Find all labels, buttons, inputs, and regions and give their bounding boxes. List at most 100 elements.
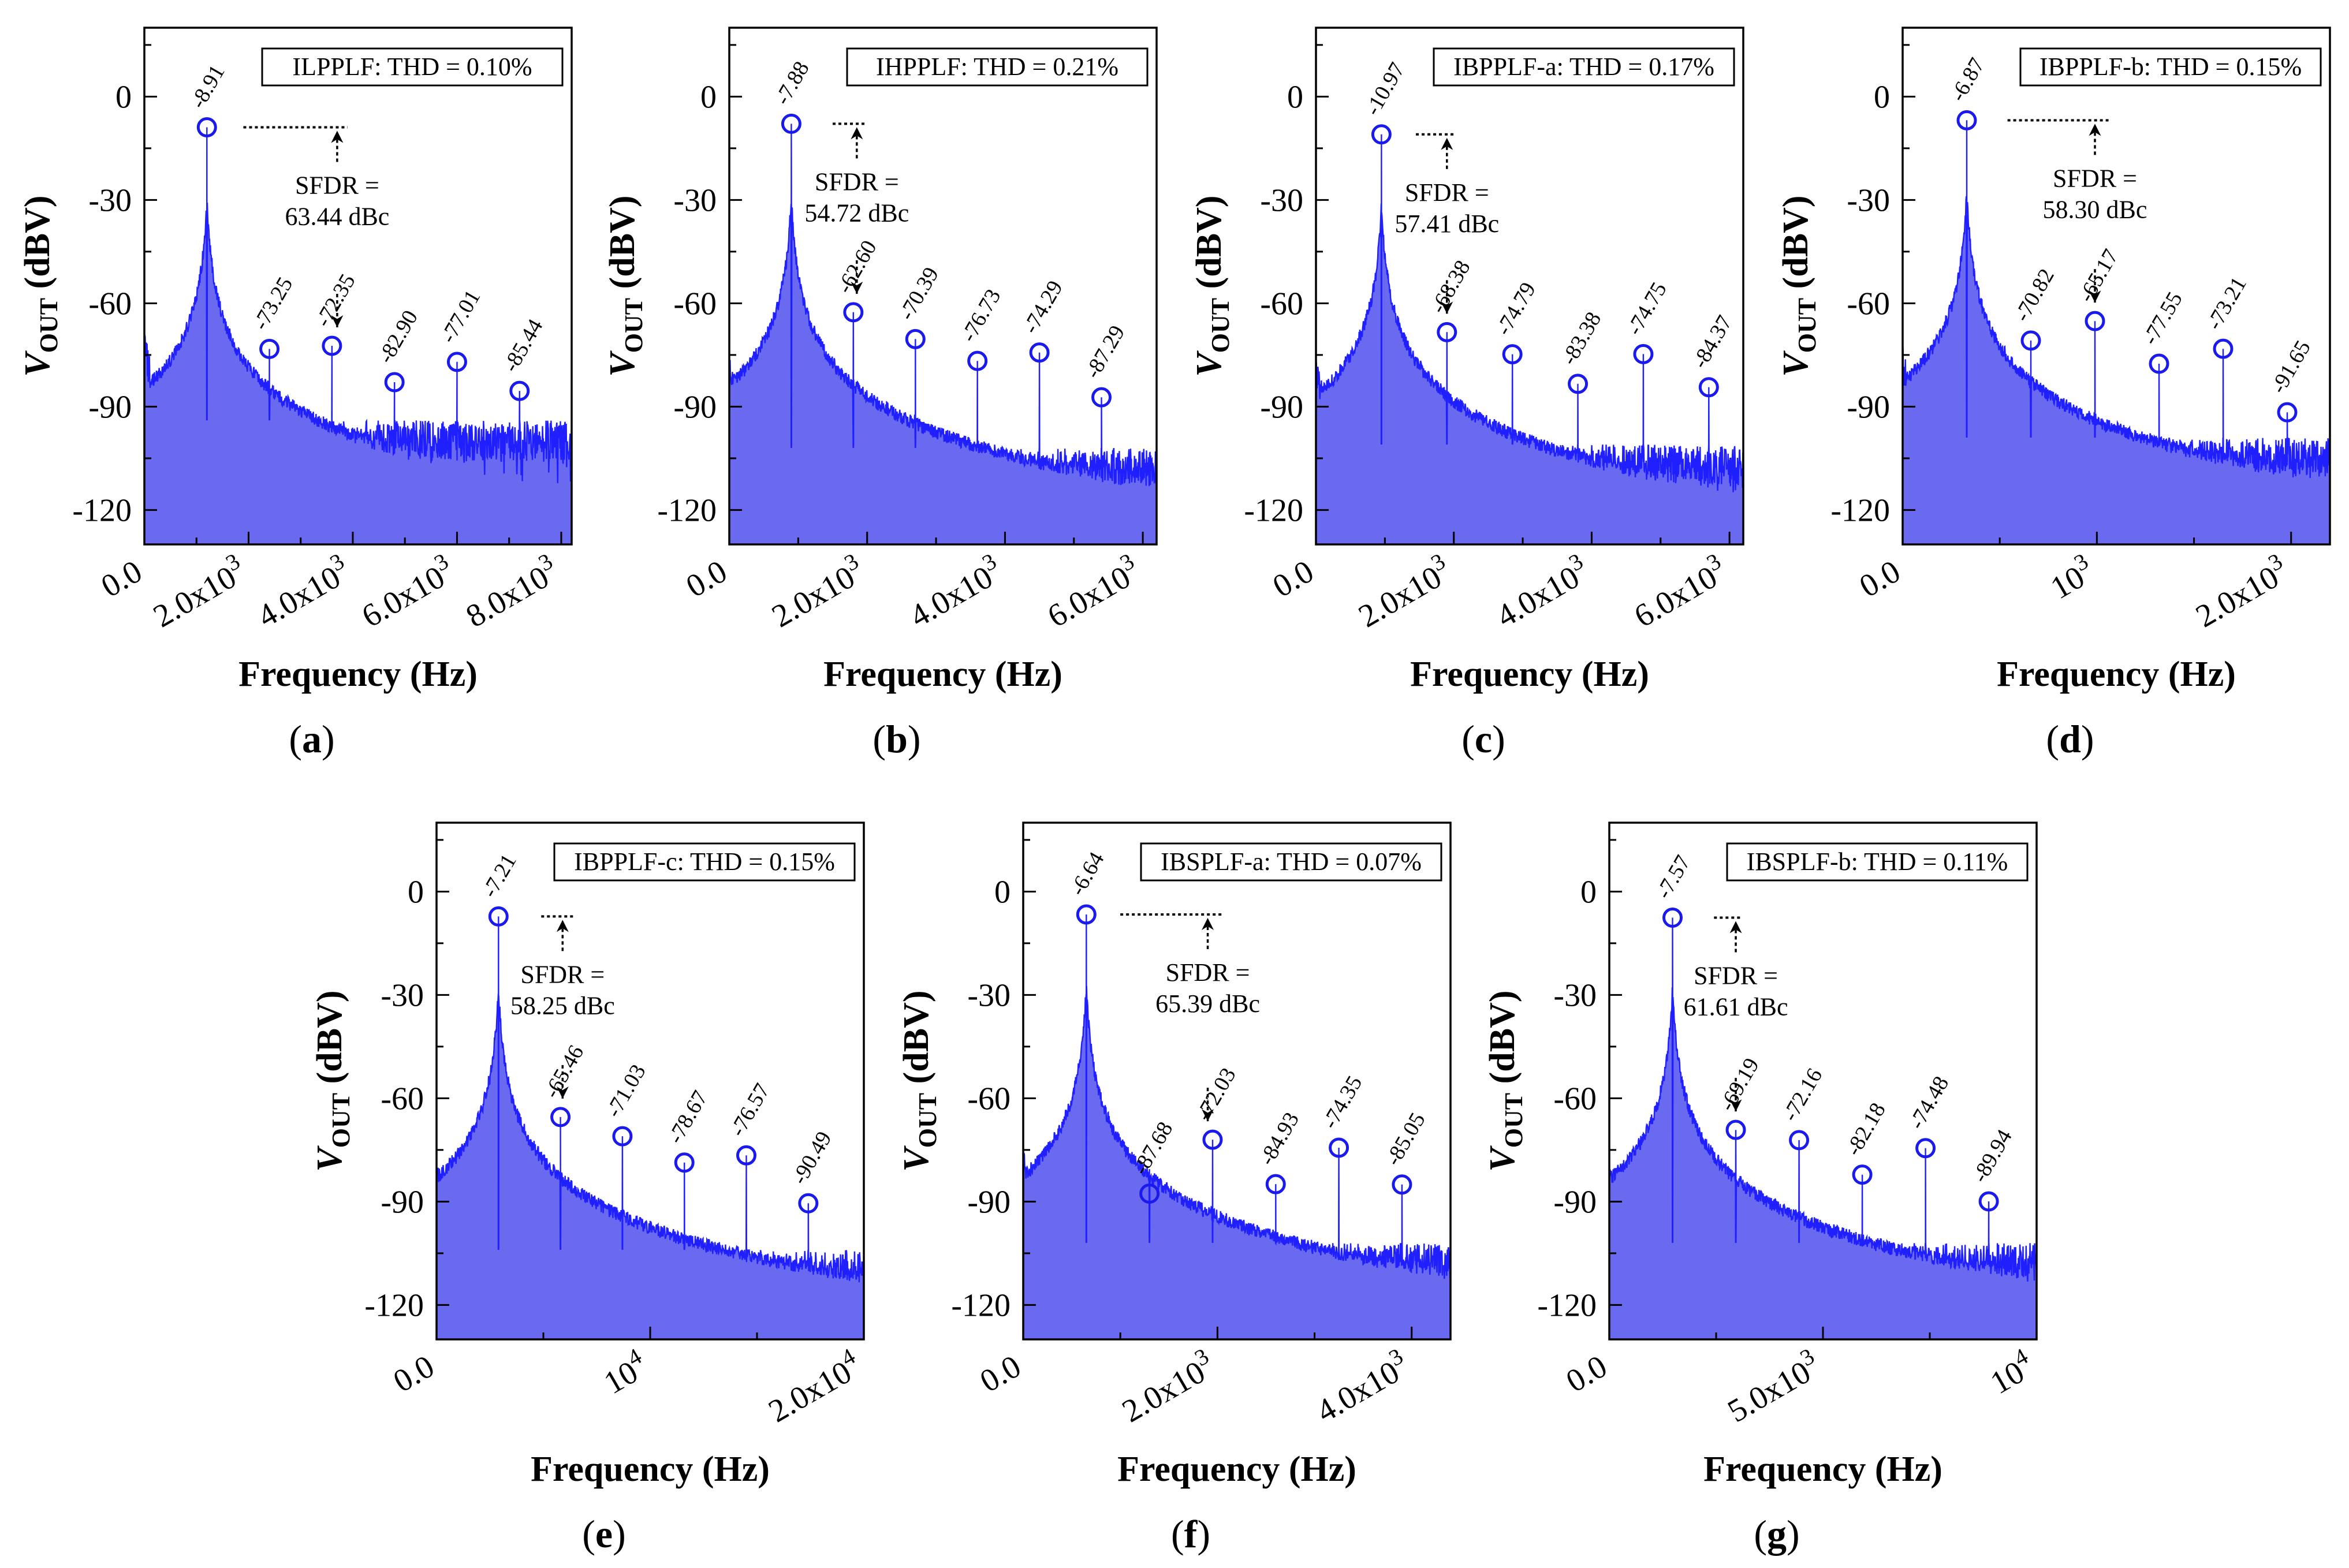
spectrum-area bbox=[1609, 917, 2037, 1339]
axes-frame bbox=[1315, 27, 1744, 546]
x-tick-label: 2.0x103 bbox=[1113, 1343, 1221, 1429]
y-tick-label: 0 bbox=[994, 874, 1011, 910]
y-tick-label: -60 bbox=[673, 286, 717, 322]
y-tick-label: 0 bbox=[1287, 79, 1303, 115]
x-tick-label: 4.0x103 bbox=[901, 548, 1009, 634]
harmonic-marker bbox=[1502, 344, 1523, 365]
legend-text: ILPPLF: THD = 0.10% bbox=[292, 53, 532, 81]
legend-box bbox=[1140, 842, 1442, 882]
x-tick-label: 4.0x103 bbox=[1487, 548, 1595, 634]
legend-box bbox=[2019, 47, 2322, 87]
harmonic-marker bbox=[259, 338, 280, 359]
x-tick-label: 0.0 bbox=[1854, 554, 1907, 605]
harmonic-marker bbox=[1956, 110, 1977, 130]
x-axis-label: Frequency (Hz) bbox=[531, 1450, 770, 1489]
harmonic-marker bbox=[2213, 338, 2234, 359]
panel-g: -120 -90 -60 -30 0 0.0 5.0x103 104 Frequency (Hz… bbox=[1483, 822, 2038, 1556]
spectrum-line bbox=[1023, 914, 1451, 1279]
spectrum-line bbox=[144, 127, 572, 483]
spectrum-trace bbox=[1316, 134, 1743, 544]
harmonic-value-label: -76.73 bbox=[956, 285, 1005, 346]
y-tick-label: 0 bbox=[1580, 874, 1597, 910]
harmonic-value-label: -90.49 bbox=[787, 1128, 836, 1189]
harmonic-marker bbox=[446, 352, 467, 372]
x-tick-label: 0.0 bbox=[95, 554, 148, 605]
harmonic-marker bbox=[2085, 311, 2105, 331]
y-tick-label: -90 bbox=[1260, 389, 1303, 425]
y-tick-label: -60 bbox=[967, 1081, 1011, 1117]
sfdr-label: SFDR = bbox=[2053, 164, 2137, 192]
harmonic-marker bbox=[2149, 353, 2169, 374]
harmonic-marker bbox=[1725, 1119, 1746, 1140]
harmonic-marker bbox=[1662, 908, 1683, 928]
axes-frame bbox=[1022, 822, 1452, 1341]
harmonic-marker bbox=[967, 350, 988, 371]
harmonic-value-label: -74.29 bbox=[1019, 277, 1068, 338]
sfdr-value: 57.41 dBc bbox=[1395, 210, 1499, 238]
x-tick-label: 104 bbox=[595, 1343, 654, 1401]
panel-label: (e) bbox=[582, 1512, 626, 1556]
harmonic-value-label: -77.55 bbox=[2138, 288, 2187, 349]
spectrum-area bbox=[1316, 134, 1743, 544]
y-tick-label: -60 bbox=[88, 286, 132, 322]
axes-frame bbox=[728, 27, 1158, 546]
harmonic-marker bbox=[798, 1193, 819, 1214]
spectrum-line bbox=[437, 916, 864, 1283]
harmonic-marker bbox=[1076, 904, 1097, 925]
y-tick-label: -30 bbox=[88, 182, 132, 218]
harmonic-value-label: -71.03 bbox=[601, 1061, 650, 1122]
harmonic-value-label: -73.21 bbox=[2202, 273, 2251, 334]
spectrum-line bbox=[1903, 120, 2330, 478]
harmonic-marker bbox=[612, 1126, 633, 1147]
spectrum-area bbox=[437, 916, 864, 1339]
panel-label: (b) bbox=[873, 717, 920, 761]
harmonic-marker bbox=[2020, 330, 2041, 351]
harmonic-value-label: -85.05 bbox=[1381, 1108, 1430, 1170]
harmonic-marker bbox=[1915, 1138, 1936, 1159]
x-tick-label: 0.0 bbox=[680, 554, 733, 605]
panel-label: (g) bbox=[1754, 1512, 1799, 1556]
legend-text: IBPPLF-c: THD = 0.15% bbox=[574, 848, 835, 876]
x-tick-label: 6.0x103 bbox=[353, 548, 461, 634]
panel-c: -120 -90 -60 -30 0 0.0 2.0x103 4.0x103 6.0x103 Fr… bbox=[1190, 27, 1744, 761]
y-tick-label: -90 bbox=[1847, 389, 1890, 425]
harmonic-marker bbox=[1029, 342, 1050, 363]
x-tick-label: 4.0x103 bbox=[1307, 1343, 1415, 1429]
harmonic-value-label: -74.48 bbox=[1904, 1072, 1953, 1133]
y-tick-label: -120 bbox=[1830, 492, 1890, 528]
harmonic-value-label: -73.25 bbox=[248, 273, 297, 334]
x-tick-label: 2.0x103 bbox=[2187, 548, 2295, 634]
x-axis-label: Frequency (Hz) bbox=[1997, 655, 2236, 694]
y-tick-label: -30 bbox=[673, 182, 717, 218]
harmonic-value-label: -10.97 bbox=[1360, 58, 1410, 120]
harmonic-marker bbox=[1139, 1183, 1160, 1204]
harmonic-value-label: -68.38 bbox=[1426, 256, 1475, 318]
harmonic-value-label: -6.87 bbox=[1945, 54, 1989, 106]
harmonic-value-label: -8.91 bbox=[186, 61, 230, 113]
legend-text: IHPPLF: THD = 0.21% bbox=[876, 53, 1118, 81]
harmonic-value-label: -84.37 bbox=[1688, 311, 1737, 372]
harmonic-value-label: -6.64 bbox=[1065, 848, 1109, 900]
harmonic-marker bbox=[1091, 387, 1112, 408]
harmonic-marker bbox=[674, 1152, 695, 1173]
y-tick-label: -60 bbox=[381, 1081, 424, 1117]
y-tick-label: -30 bbox=[967, 977, 1011, 1013]
legend-text: IBPPLF-b: THD = 0.15% bbox=[2039, 53, 2302, 81]
y-tick-label: -30 bbox=[1260, 182, 1303, 218]
y-axis-label: VOUT (dBV) bbox=[1776, 195, 1821, 376]
harmonic-value-label: -82.18 bbox=[1841, 1099, 1891, 1160]
harmonic-value-label: -7.57 bbox=[1651, 851, 1695, 903]
harmonic-marker bbox=[1789, 1130, 1810, 1151]
harmonic-value-label: -77.01 bbox=[436, 286, 485, 347]
harmonic-marker bbox=[1633, 344, 1654, 364]
sfdr-value: 58.25 dBc bbox=[510, 991, 615, 1020]
y-tick-label: -90 bbox=[1553, 1184, 1597, 1220]
harmonic-marker bbox=[1978, 1191, 1999, 1212]
sfdr-label: SFDR = bbox=[1694, 962, 1778, 990]
harmonic-marker bbox=[1698, 377, 1719, 398]
harmonic-marker bbox=[1202, 1129, 1223, 1150]
harmonic-value-label: -89.94 bbox=[1968, 1125, 2017, 1186]
y-tick-label: 0 bbox=[1874, 79, 1890, 115]
y-axis-label: VOUT (dBV) bbox=[18, 195, 63, 376]
x-axis-label: Frequency (Hz) bbox=[1703, 1450, 1942, 1489]
